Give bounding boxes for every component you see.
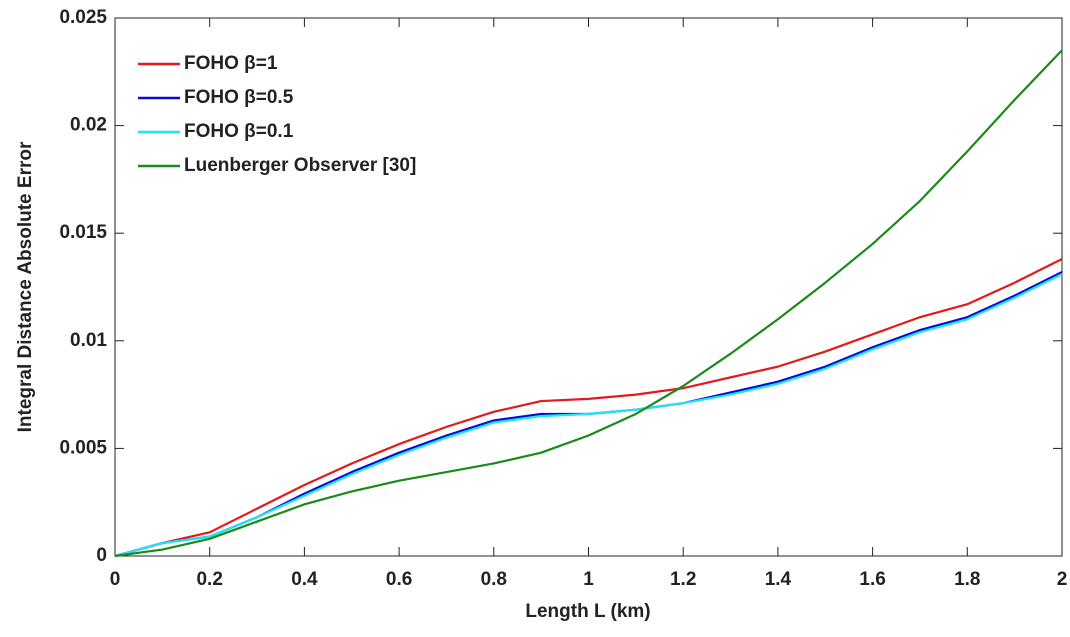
legend-label: FOHO β=0.1 (184, 121, 294, 142)
x-tick-label: 0 (110, 569, 121, 590)
y-tick-label: 0.005 (59, 437, 107, 458)
plot-area (114, 17, 1063, 557)
x-tick-label: 0.8 (481, 569, 507, 590)
x-tick-label: 0.6 (386, 569, 412, 590)
y-tick-label: 0.01 (70, 330, 107, 351)
x-tick-label: 2 (1057, 569, 1068, 590)
series-line (114, 273, 1063, 558)
x-tick-label: 1.2 (670, 569, 696, 590)
series-line (114, 258, 1063, 558)
legend-label: FOHO β=1 (184, 53, 278, 74)
y-tick-label: 0.025 (59, 7, 107, 28)
y-tick-label: 0.02 (70, 115, 107, 136)
series-line (114, 49, 1063, 558)
x-tick-label: 0.4 (291, 569, 318, 590)
x-tick-label: 1 (583, 569, 594, 590)
x-axis-label: Length L (km) (525, 601, 650, 622)
y-axis-label: Integral Distance Absolute Error (15, 141, 36, 432)
legend-label: Luenberger Observer [30] (184, 155, 416, 176)
y-tick-label: 0 (96, 545, 107, 566)
x-tick-label: 1.4 (765, 569, 792, 590)
x-tick-label: 1.6 (859, 569, 885, 590)
y-tick-label: 0.015 (59, 222, 107, 243)
x-tick-label: 0.2 (196, 569, 222, 590)
legend-label: FOHO β=0.5 (184, 87, 294, 108)
x-tick-label: 1.8 (954, 569, 980, 590)
